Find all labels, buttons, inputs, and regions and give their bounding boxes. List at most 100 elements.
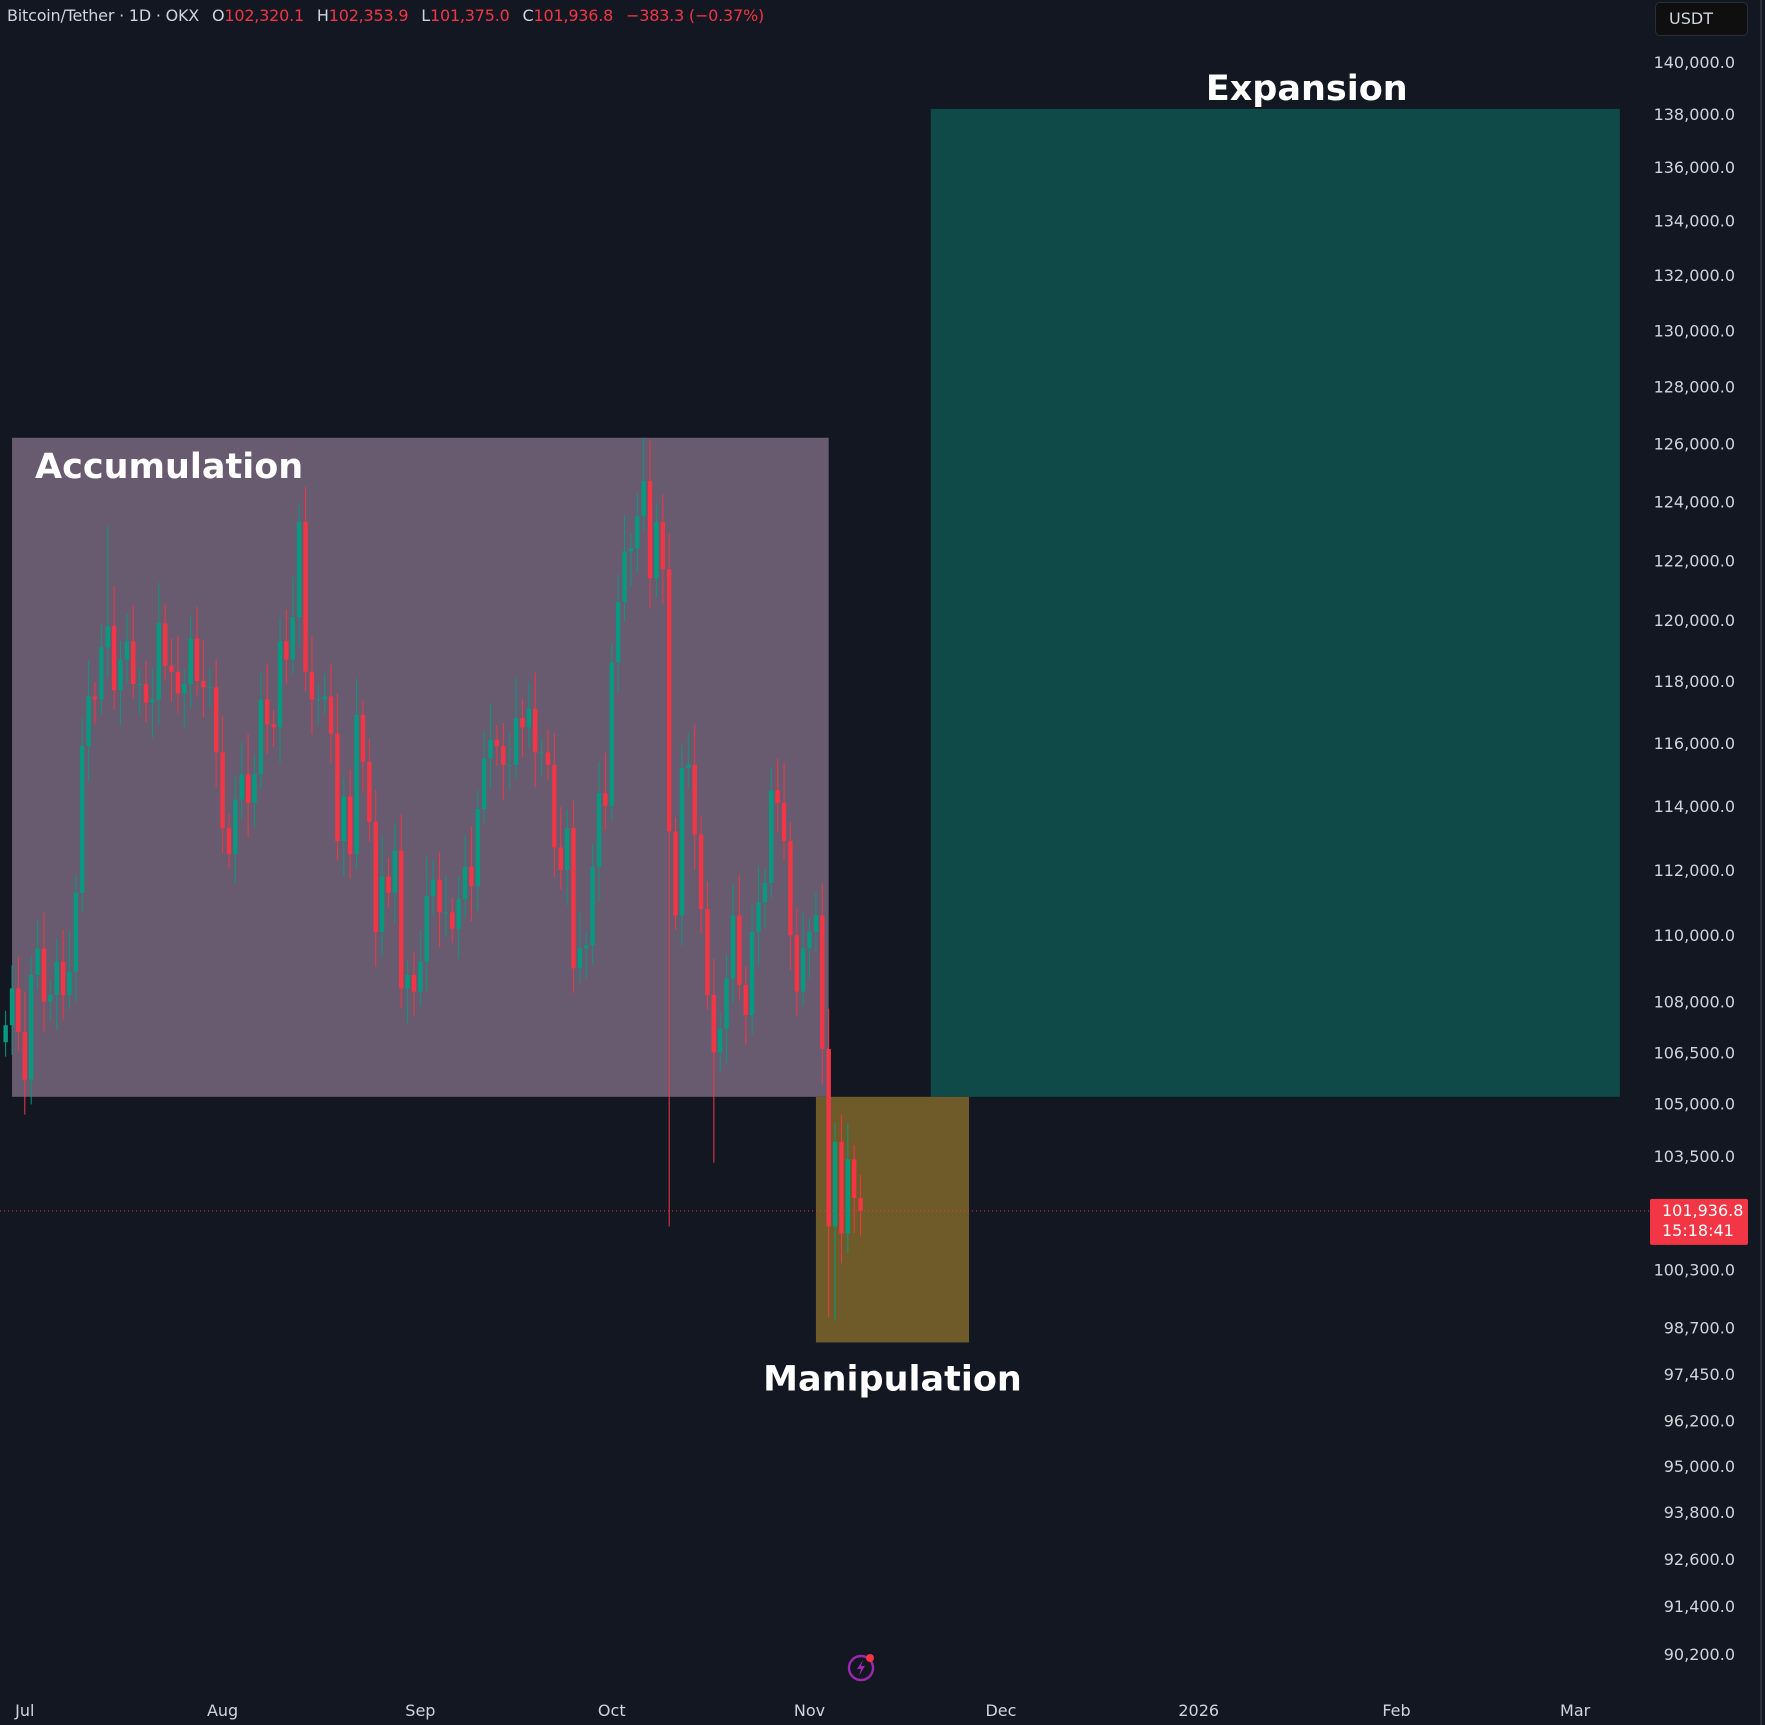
- price-tick-label: 92,600.0: [1664, 1550, 1735, 1569]
- price-tick-label: 108,000.0: [1654, 993, 1735, 1012]
- candle-body: [360, 714, 366, 762]
- candle-body: [450, 912, 455, 929]
- candle-body: [54, 961, 59, 995]
- expansion-label: Expansion: [1206, 69, 1408, 109]
- ohlc-legend: Bitcoin/Tether · 1D · OKX O102,320.1 H10…: [7, 6, 764, 25]
- candle-body: [271, 724, 276, 728]
- candle-body: [424, 895, 429, 962]
- price-axis[interactable]: 140,000.0 138,000.0 136,000.0 134,000.0 132,…: [1654, 53, 1735, 1664]
- candle-body: [635, 516, 640, 549]
- time-tick-label: 2026: [1178, 1701, 1219, 1720]
- price-tick-label: 100,300.0: [1654, 1261, 1735, 1280]
- candle-body: [539, 752, 544, 754]
- countdown-value: 15:18:41: [1662, 1221, 1734, 1240]
- zone-labels: Accumulation Expansion Manipulation: [35, 69, 1408, 1400]
- candle-body: [660, 521, 665, 570]
- price-tick-label: 120,000.0: [1654, 611, 1735, 630]
- candle-body: [405, 974, 410, 989]
- time-tick-label: Dec: [985, 1701, 1016, 1720]
- candle-body: [430, 879, 436, 896]
- candle-body: [48, 994, 53, 1002]
- candle-body: [807, 931, 812, 949]
- candle-body: [220, 752, 225, 829]
- price-tick-label: 122,000.0: [1654, 551, 1735, 570]
- candle-body: [379, 876, 385, 932]
- candle-body: [673, 831, 678, 916]
- candle-body: [749, 931, 755, 1016]
- candle-body: [80, 746, 85, 893]
- candle-body: [443, 912, 449, 914]
- price-tick-label: 96,200.0: [1664, 1412, 1735, 1431]
- candle-body: [705, 909, 710, 995]
- candle-body: [3, 1025, 8, 1043]
- candle-body: [526, 708, 532, 728]
- price-tick-label: 130,000.0: [1654, 321, 1735, 340]
- time-tick-label: Oct: [598, 1701, 626, 1720]
- candle-body: [162, 623, 168, 666]
- candle-body: [692, 764, 697, 835]
- candle-body: [628, 548, 634, 552]
- price-tick-label: 116,000.0: [1654, 734, 1735, 753]
- candle-body: [832, 1141, 838, 1227]
- low-label: L: [421, 6, 430, 25]
- candle-body: [373, 821, 378, 932]
- candle-body: [143, 684, 149, 703]
- candle-body: [462, 866, 468, 900]
- price-tick-label: 91,400.0: [1664, 1597, 1735, 1616]
- time-tick-label: Nov: [794, 1701, 825, 1720]
- price-tick-label: 95,000.0: [1664, 1457, 1735, 1476]
- candle-body: [737, 915, 742, 985]
- candle-body: [201, 681, 206, 688]
- candle-body: [239, 774, 244, 800]
- candle-body: [520, 718, 525, 728]
- time-tick-label: Sep: [405, 1701, 435, 1720]
- candles-layer: [3, 437, 863, 1321]
- candle-body: [60, 961, 66, 995]
- candle-body: [571, 828, 576, 969]
- candle-body: [558, 847, 563, 871]
- lightning-alert-icon[interactable]: [846, 1652, 876, 1682]
- candle-body: [545, 752, 551, 765]
- candle-body: [501, 746, 506, 765]
- candle-body: [328, 696, 334, 734]
- candle-body: [284, 641, 289, 660]
- candle-body: [335, 733, 340, 842]
- candle-body: [743, 984, 748, 1016]
- price-tick-label: 97,450.0: [1664, 1365, 1735, 1384]
- low-value: 101,375.0: [429, 6, 510, 25]
- close-value: 101,936.8: [533, 6, 614, 25]
- candle-body: [622, 551, 627, 603]
- candle-body: [762, 882, 768, 903]
- price-tick-label: 118,000.0: [1654, 672, 1735, 691]
- candle-body: [367, 761, 372, 822]
- price-tick-label: 126,000.0: [1654, 435, 1735, 454]
- candle-body: [533, 708, 538, 753]
- candle-body: [303, 521, 308, 672]
- candle-body: [488, 739, 493, 759]
- open-value: 102,320.1: [224, 6, 304, 25]
- candle-body: [698, 834, 704, 910]
- candle-body: [756, 902, 761, 932]
- candle-body: [852, 1159, 857, 1199]
- candle-body: [730, 915, 736, 979]
- price-tick-label: 140,000.0: [1654, 53, 1735, 72]
- candle-body: [118, 659, 123, 691]
- symbol-title[interactable]: Bitcoin/Tether · 1D · OKX: [7, 6, 200, 25]
- candle-body: [775, 790, 780, 803]
- candle-body: [150, 699, 155, 703]
- candle-body: [858, 1198, 863, 1211]
- zones-layer: [12, 108, 1620, 1343]
- price-tick-label: 110,000.0: [1654, 926, 1735, 945]
- candle-body: [86, 696, 91, 747]
- time-axis[interactable]: Jul Aug Sep Oct Nov Dec 2026 Feb Mar: [14, 1701, 1591, 1720]
- candle-body: [475, 809, 480, 887]
- currency-selector[interactable]: USDT: [1655, 2, 1748, 36]
- candle-body: [603, 793, 608, 806]
- candle-body: [354, 714, 359, 854]
- price-tick-label: 90,200.0: [1664, 1645, 1735, 1664]
- candle-body: [552, 764, 557, 848]
- candle-body: [175, 671, 181, 694]
- high-label: H: [316, 6, 329, 25]
- accumulation-label: Accumulation: [35, 447, 303, 487]
